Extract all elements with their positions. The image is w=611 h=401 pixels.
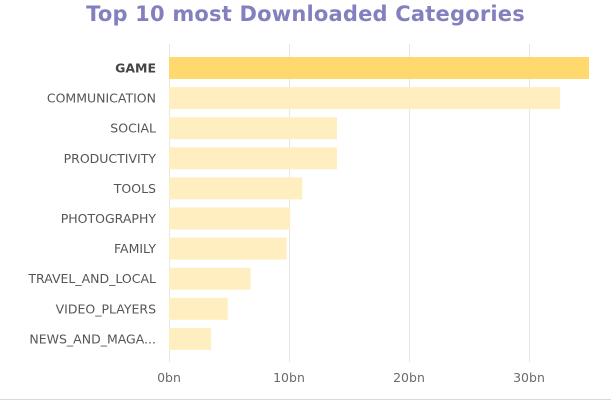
bar[interactable]	[169, 87, 561, 110]
category-label: FAMILY	[114, 241, 156, 256]
bar[interactable]	[169, 237, 287, 260]
bar[interactable]	[169, 147, 337, 170]
category-label: GAME	[115, 61, 156, 76]
x-tick-label: 30bn	[513, 370, 545, 385]
category-label: PHOTOGRAPHY	[61, 211, 157, 226]
bar[interactable]	[169, 177, 303, 200]
category-label: PRODUCTIVITY	[64, 151, 157, 166]
category-label: TOOLS	[113, 181, 156, 196]
bar[interactable]	[169, 297, 228, 320]
bar[interactable]	[169, 267, 251, 290]
bar[interactable]	[169, 117, 337, 140]
bar[interactable]	[169, 327, 211, 350]
category-label: VIDEO_PLAYERS	[56, 301, 156, 316]
bar-layer	[169, 57, 589, 350]
category-label: NEWS_AND_MAGA...	[29, 331, 156, 346]
category-label: COMMUNICATION	[47, 91, 156, 106]
x-axis-tick-layer: 0bn 10bn 20bn 30bn	[157, 370, 545, 385]
category-label-layer: GAME COMMUNICATION SOCIAL PRODUCTIVITY TOOLS…	[27, 61, 156, 347]
bar[interactable]	[169, 57, 589, 79]
x-tick-label: 0bn	[157, 370, 181, 385]
category-label: TRAVEL_AND_LOCAL	[27, 271, 156, 286]
category-label: SOCIAL	[110, 121, 156, 136]
x-tick-label: 20bn	[393, 370, 425, 385]
chart-title: Top 10 most Downloaded Categories	[86, 2, 525, 26]
bar[interactable]	[169, 207, 291, 230]
x-tick-label: 10bn	[273, 370, 305, 385]
